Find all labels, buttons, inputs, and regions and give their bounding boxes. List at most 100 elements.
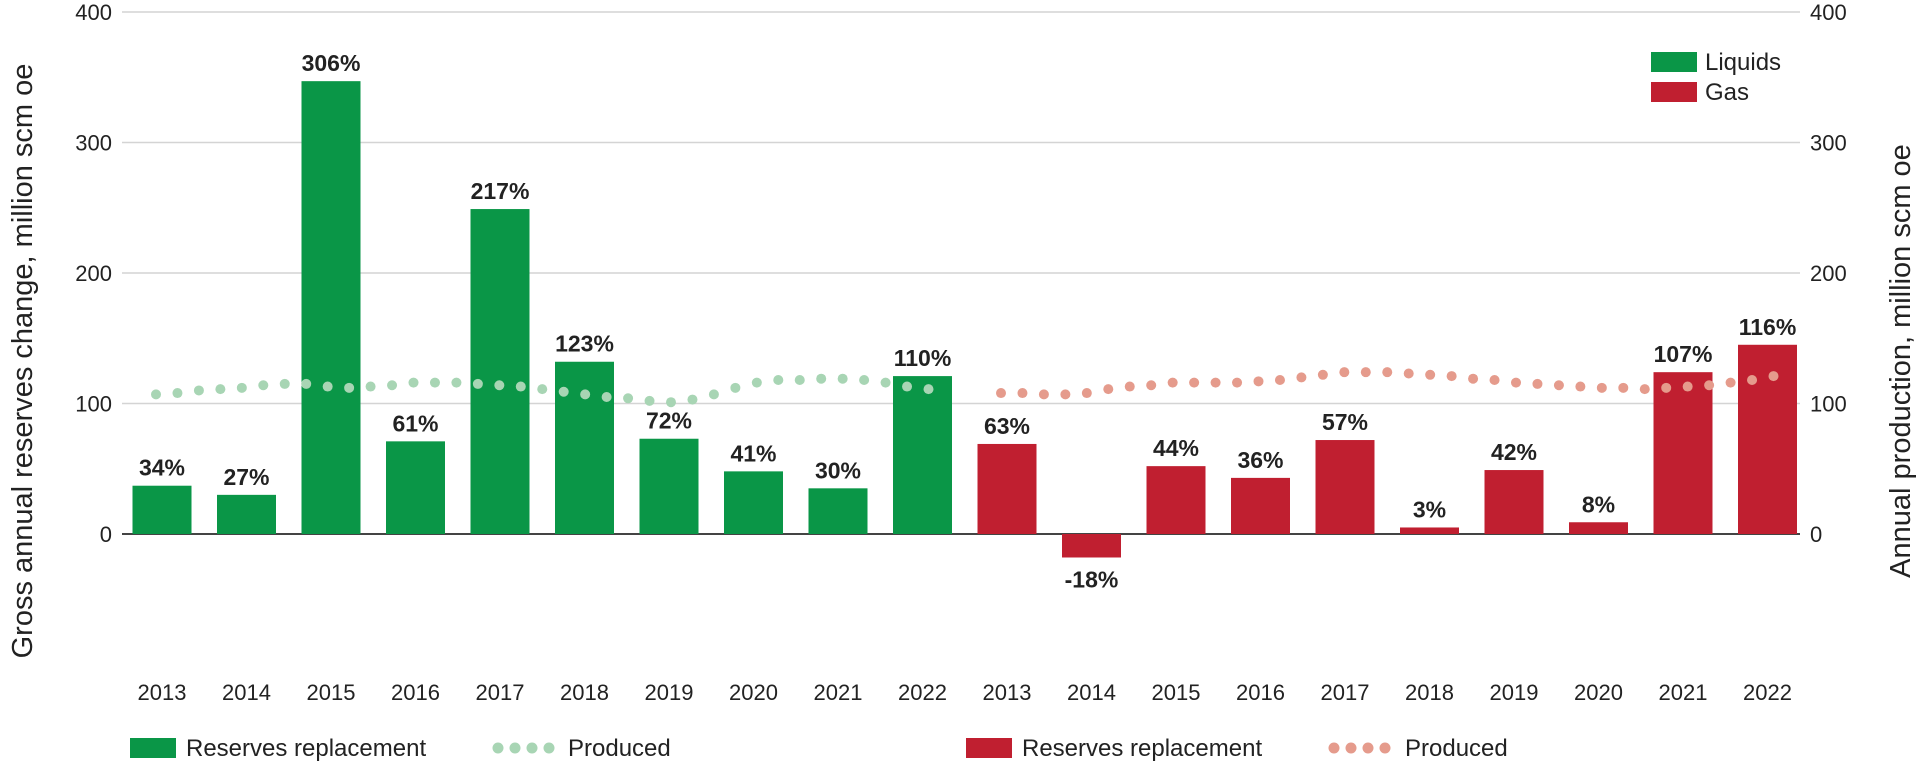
bar-label-gas-2013: 63% — [984, 413, 1030, 439]
bar-label-gas-2014: -18% — [1065, 566, 1119, 592]
produced-dot-gas — [1296, 372, 1307, 383]
produced-dot-gas — [1124, 381, 1135, 392]
produced-dot-gas — [1639, 384, 1650, 395]
produced-dot-liquids — [623, 393, 634, 404]
bar-liquids-2020 — [724, 471, 783, 534]
produced-dot-gas — [1210, 377, 1221, 388]
legend-dot — [492, 742, 504, 754]
bar-gas-2018 — [1400, 527, 1459, 534]
produced-dot-liquids — [644, 395, 655, 406]
bar-liquids-2022 — [893, 376, 952, 534]
x-axis-ticks: 2013 2014 2015 2016 2017 2018 2019 2020 2021 2022… — [138, 680, 1792, 705]
y-left-tick-label: 400 — [75, 0, 112, 25]
x-tick-label: 2018 — [1405, 680, 1454, 705]
x-tick-label: 2022 — [898, 680, 947, 705]
produced-dot-gas — [1682, 381, 1693, 392]
produced-dot-liquids — [408, 377, 419, 388]
produced-dot-liquids — [193, 385, 204, 396]
produced-dot-gas — [1103, 384, 1114, 395]
legend-liquids-label: Liquids — [1705, 49, 1781, 76]
produced-dot-gas — [1425, 369, 1436, 380]
x-tick-label: 2016 — [391, 680, 440, 705]
produced-dot-liquids — [880, 377, 891, 388]
legend-dot — [526, 742, 538, 754]
bar-label-gas-2017: 57% — [1322, 409, 1368, 435]
y-axis-left-title: Gross annual reserves change, million sc… — [7, 64, 39, 659]
produced-dot-gas — [1468, 373, 1479, 384]
x-tick-label: 2019 — [645, 680, 694, 705]
bars — [132, 81, 1797, 558]
produced-dot-liquids — [258, 380, 269, 391]
gridlines — [122, 11, 1800, 535]
produced-dot-gas — [1017, 388, 1028, 399]
bottom-legend-gas-dots-label: Produced — [1405, 735, 1508, 762]
produced-dot-liquids — [451, 377, 462, 388]
y-right-tick-label: 400 — [1810, 0, 1847, 25]
produced-dots — [151, 367, 1779, 408]
bottom-legend-gas-bar-swatch — [966, 738, 1012, 758]
produced-dot-gas — [1575, 381, 1586, 392]
legend-gas-swatch — [1651, 82, 1697, 102]
produced-dot-liquids — [730, 382, 741, 393]
produced-dot-liquids — [301, 378, 312, 389]
produced-dot-gas — [1446, 371, 1457, 382]
produced-dot-liquids — [515, 381, 526, 392]
bar-label-liquids-2015: 306% — [302, 50, 361, 76]
y-left-tick-label: 200 — [75, 261, 112, 286]
produced-dot-gas — [1382, 367, 1393, 378]
y-axis-left: 0 100 200 300 400 — [75, 0, 112, 547]
x-tick-label: 2017 — [476, 680, 525, 705]
bar-liquids-2015 — [301, 81, 361, 534]
produced-dot-liquids — [923, 384, 934, 395]
x-tick-label: 2017 — [1321, 680, 1370, 705]
produced-dot-gas — [1339, 367, 1350, 378]
x-tick-label: 2013 — [983, 680, 1032, 705]
produced-dot-gas — [1060, 389, 1071, 400]
produced-dot-gas — [1317, 369, 1328, 380]
bar-gas-2014 — [1062, 534, 1121, 558]
produced-dot-liquids — [429, 377, 440, 388]
produced-dot-liquids — [666, 397, 676, 408]
produced-dot-liquids — [580, 389, 591, 400]
bar-label-gas-2019: 42% — [1491, 439, 1537, 465]
produced-dot-liquids — [601, 391, 612, 402]
bar-label-liquids-2020: 41% — [730, 440, 776, 466]
bottom-legend-liquids-dots-swatch — [492, 742, 555, 754]
produced-dot-liquids — [151, 389, 161, 400]
bar-gas-2013 — [977, 443, 1037, 534]
produced-dot-liquids — [859, 375, 870, 386]
bar-label-liquids-2017: 217% — [471, 178, 530, 204]
x-tick-label: 2014 — [222, 680, 271, 705]
produced-dot-gas — [1189, 377, 1200, 388]
bar-label-liquids-2018: 123% — [555, 331, 614, 357]
legend-gas-label: Gas — [1705, 79, 1749, 106]
produced-dot-liquids — [558, 386, 569, 397]
x-tick-label: 2021 — [1659, 680, 1708, 705]
bar-label-gas-2015: 44% — [1153, 435, 1199, 461]
produced-dot-gas — [1618, 382, 1629, 393]
produced-dot-gas — [1081, 388, 1092, 399]
produced-dot-liquids — [837, 373, 848, 384]
produced-dot-liquids — [279, 378, 290, 389]
x-tick-label: 2021 — [814, 680, 863, 705]
produced-dot-liquids — [494, 380, 505, 391]
x-tick-label: 2019 — [1490, 680, 1539, 705]
x-tick-label: 2015 — [1152, 680, 1201, 705]
bar-label-liquids-2021: 30% — [815, 457, 861, 483]
bottom-legend-liquids-bar-swatch — [130, 738, 176, 758]
bar-label-gas-2022: 116% — [1739, 314, 1797, 340]
produced-dot-liquids — [236, 382, 247, 393]
produced-dot-liquids — [472, 378, 483, 389]
x-tick-label: 2020 — [729, 680, 778, 705]
bar-label-liquids-2016: 61% — [392, 410, 438, 436]
produced-dot-gas — [1747, 375, 1758, 386]
bar-label-gas-2021: 107% — [1654, 341, 1713, 367]
produced-dot-liquids — [537, 384, 548, 395]
bar-label-gas-2016: 36% — [1237, 447, 1283, 473]
legend-dot — [509, 742, 521, 754]
legend-dot — [1328, 742, 1340, 754]
y-left-tick-label: 0 — [100, 522, 112, 547]
produced-dot-gas — [1146, 380, 1157, 391]
y-axis-right: 0 100 200 300 400 — [1810, 0, 1847, 547]
